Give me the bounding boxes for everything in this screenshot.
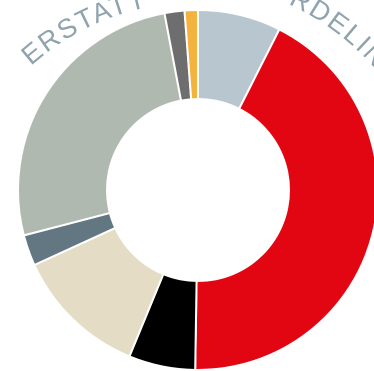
donut-hole — [106, 98, 290, 282]
